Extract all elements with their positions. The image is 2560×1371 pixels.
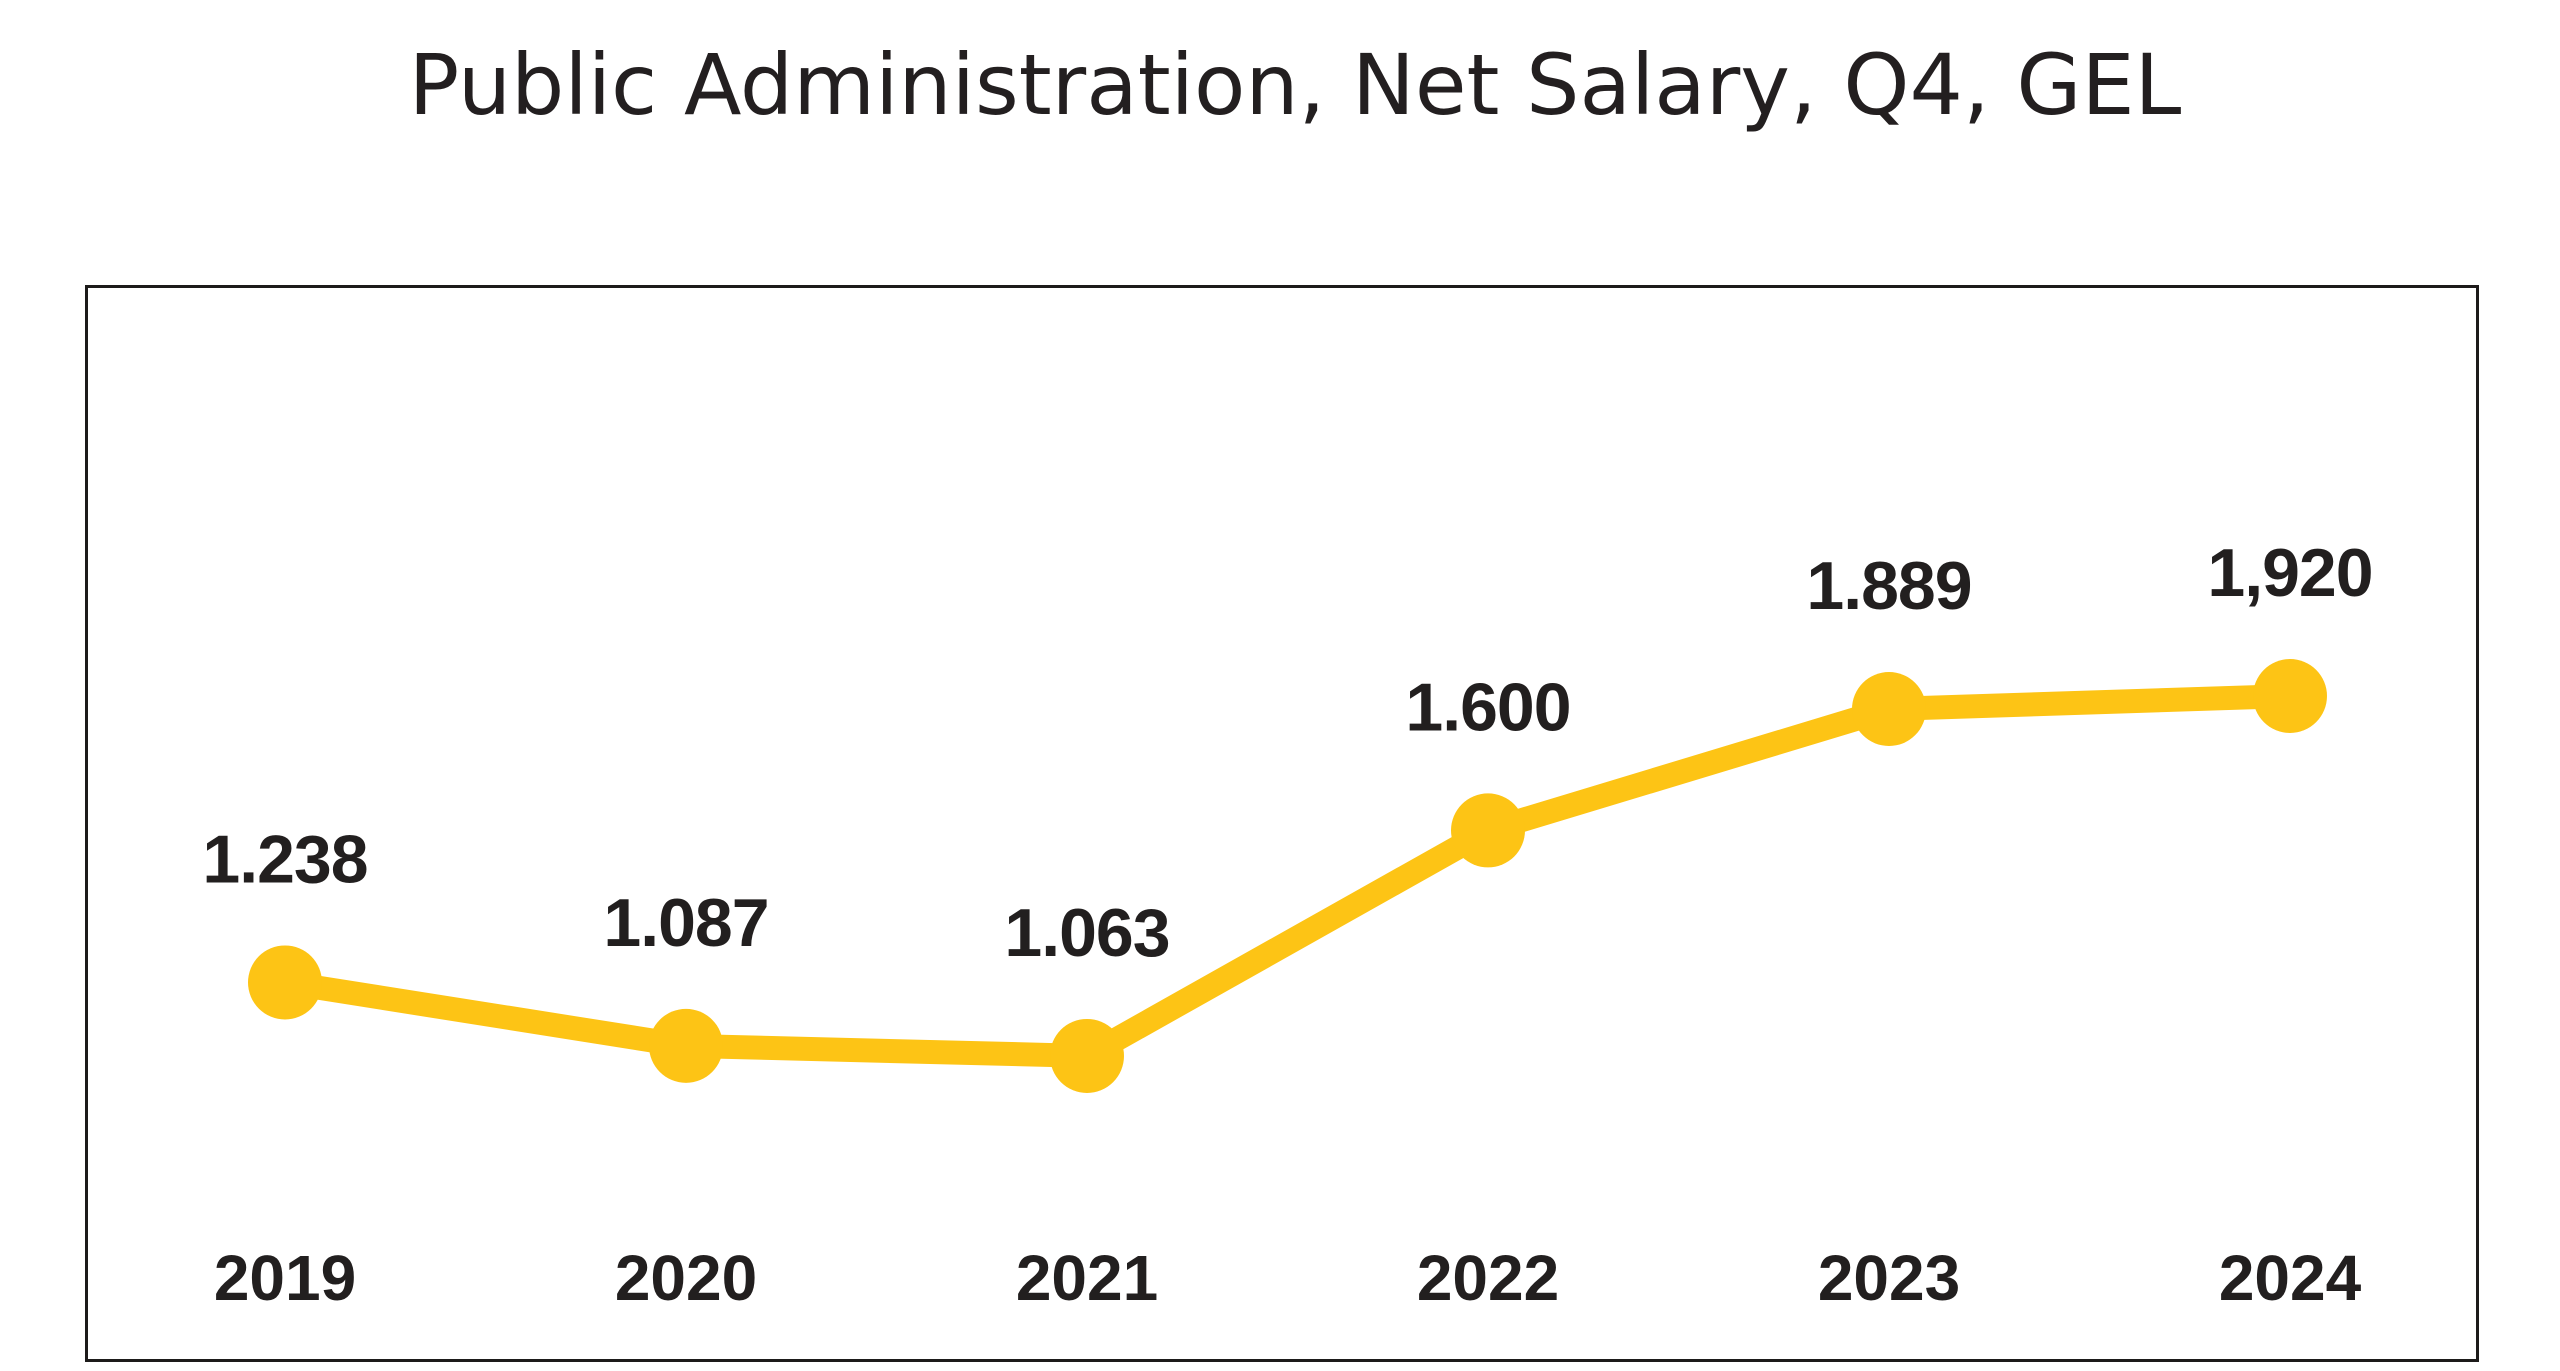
line-chart: 1.238 2019 1.087 2020 1.063 2021 1.600 2022 1.88… (202, 535, 2373, 1314)
x-tick-label-2021: 2021 (1016, 1242, 1158, 1314)
plot-area: 1.238 2019 1.087 2020 1.063 2021 1.600 2022 1.88… (85, 285, 2479, 1362)
data-label-2022: 1.600 (1405, 669, 1570, 745)
chart-title: Public Administration, Net Salary, Q4, G… (408, 36, 2182, 134)
x-tick-label-2023: 2023 (1818, 1242, 1960, 1314)
x-tick-label-2022: 2022 (1417, 1242, 1559, 1314)
data-point-2022 (1451, 793, 1525, 868)
data-point-2020 (649, 1008, 723, 1083)
data-label-2021: 1.063 (1004, 895, 1169, 971)
data-label-2024: 1,920 (2207, 535, 2372, 611)
x-tick-label-2019: 2019 (214, 1242, 356, 1314)
data-label-2023: 1.889 (1806, 548, 1971, 624)
data-label-2019: 1.238 (202, 821, 367, 897)
salary-line (273, 684, 2302, 1068)
x-tick-label-2020: 2020 (615, 1242, 757, 1314)
data-point-2024 (2253, 659, 2327, 733)
data-label-2020: 1.087 (603, 885, 768, 961)
data-point-2023 (1852, 672, 1926, 747)
data-point-2019 (248, 945, 322, 1020)
data-point-2021 (1050, 1018, 1124, 1093)
x-tick-label-2024: 2024 (2219, 1242, 2362, 1314)
